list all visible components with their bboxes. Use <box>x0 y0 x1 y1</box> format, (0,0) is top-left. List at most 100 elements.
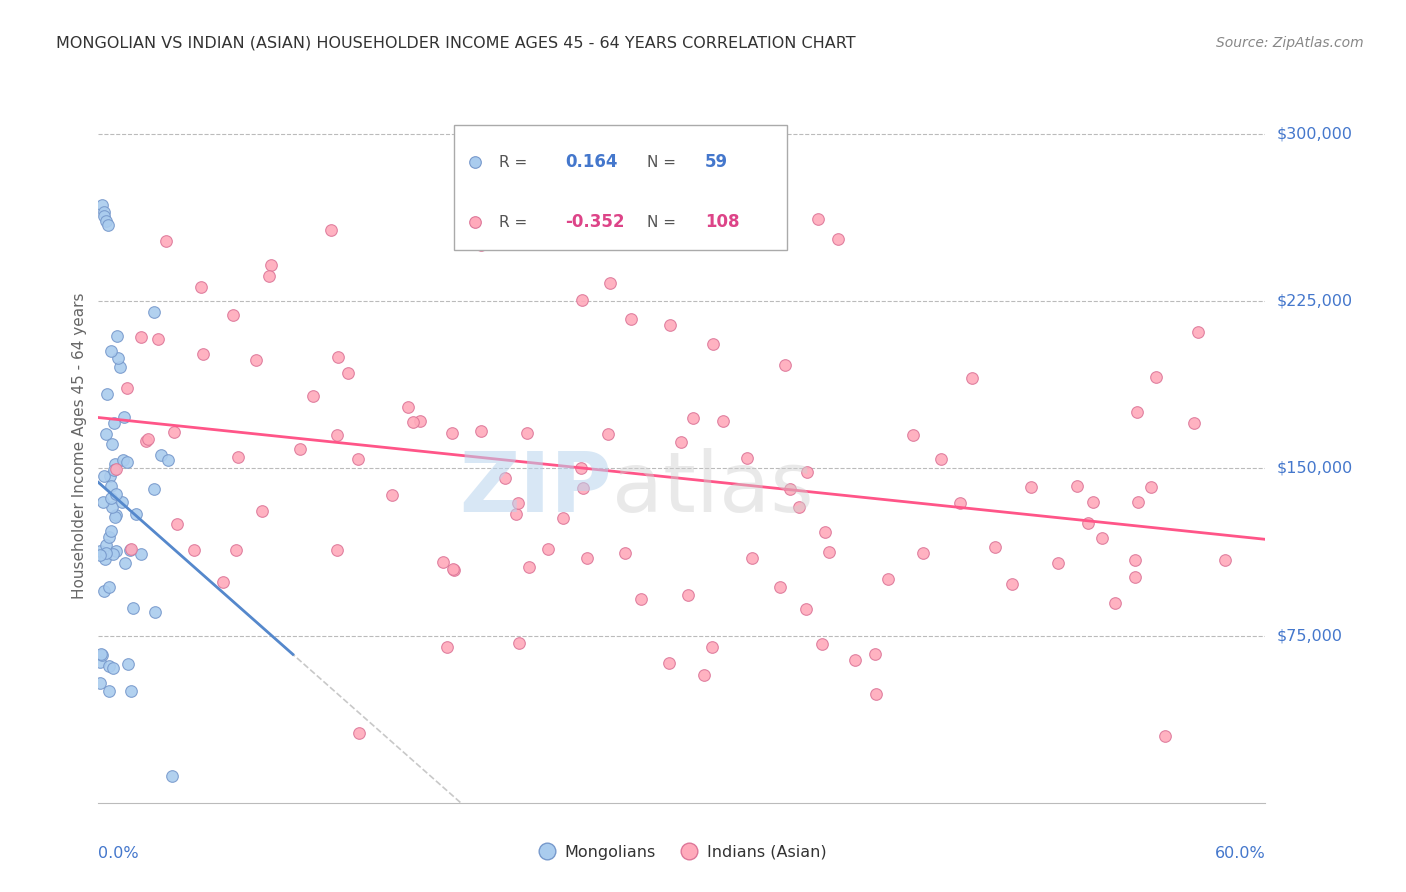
Point <box>658 656 681 670</box>
Point <box>432 556 454 570</box>
Point <box>104 486 127 500</box>
Point <box>596 426 619 441</box>
Point <box>470 237 492 252</box>
Point <box>1091 531 1114 545</box>
Point <box>984 541 1007 555</box>
Point <box>136 432 159 446</box>
Point <box>844 653 866 667</box>
Point <box>142 305 165 319</box>
Point <box>630 591 652 606</box>
Point <box>929 452 952 467</box>
Point <box>1077 516 1099 531</box>
Point <box>89 675 111 690</box>
Point <box>794 601 817 615</box>
Point <box>508 496 530 510</box>
Point <box>96 387 118 401</box>
Text: $300,000: $300,000 <box>1277 127 1353 141</box>
Point <box>569 460 592 475</box>
Point <box>1187 325 1209 339</box>
Point <box>105 329 128 343</box>
Text: $150,000: $150,000 <box>1277 461 1353 475</box>
Point <box>104 544 127 558</box>
Point <box>620 312 643 326</box>
Point <box>676 588 699 602</box>
Point <box>93 583 115 598</box>
Point <box>111 495 134 509</box>
Point <box>702 640 724 654</box>
Point <box>120 684 142 698</box>
Y-axis label: Householder Income Ages 45 - 64 years: Householder Income Ages 45 - 64 years <box>72 293 87 599</box>
Text: 108: 108 <box>706 213 740 231</box>
Point <box>157 452 180 467</box>
Point <box>112 452 135 467</box>
Point <box>735 450 758 465</box>
Point <box>682 411 704 425</box>
Point <box>98 469 121 483</box>
Point <box>1154 729 1177 743</box>
Point <box>912 546 935 560</box>
Point <box>769 580 792 594</box>
Point <box>104 509 127 524</box>
Point <box>599 277 621 291</box>
Point <box>100 524 122 539</box>
Point <box>112 409 135 424</box>
Point <box>865 687 887 701</box>
Point <box>103 463 125 477</box>
Point <box>89 544 111 558</box>
Point <box>1144 370 1167 384</box>
Point <box>100 491 122 506</box>
Point <box>711 414 734 428</box>
Point <box>93 469 115 483</box>
Point <box>93 209 115 223</box>
Point <box>949 496 972 510</box>
Point <box>288 442 311 457</box>
Point <box>117 382 139 396</box>
Point <box>347 726 370 740</box>
Point <box>94 546 117 560</box>
Point <box>101 661 124 675</box>
Point <box>1126 405 1149 419</box>
Point <box>614 546 637 560</box>
Point <box>960 371 983 385</box>
Point <box>101 548 124 562</box>
Point <box>901 428 924 442</box>
Point <box>97 218 120 232</box>
Point <box>516 426 538 441</box>
Point <box>402 415 425 429</box>
Text: -0.352: -0.352 <box>565 213 624 231</box>
Point <box>576 551 599 566</box>
Point <box>97 530 120 544</box>
Legend: Mongolians, Indians (Asian): Mongolians, Indians (Asian) <box>531 838 832 866</box>
Text: 59: 59 <box>706 153 728 171</box>
Point <box>1066 479 1088 493</box>
Point <box>163 425 186 440</box>
Point <box>606 200 628 214</box>
Point <box>143 605 166 619</box>
Point <box>129 547 152 561</box>
Point <box>117 455 139 469</box>
Text: MONGOLIAN VS INDIAN (ASIAN) HOUSEHOLDER INCOME AGES 45 - 64 YEARS CORRELATION CH: MONGOLIAN VS INDIAN (ASIAN) HOUSEHOLDER … <box>56 36 856 51</box>
Point <box>125 507 148 521</box>
Point <box>100 479 122 493</box>
Point <box>692 667 714 681</box>
Point <box>162 769 184 783</box>
Point <box>90 647 112 661</box>
Point <box>93 552 115 566</box>
Point <box>93 204 115 219</box>
Point <box>716 796 738 810</box>
Point <box>101 500 124 515</box>
Point <box>409 414 432 428</box>
Text: N =: N = <box>647 155 676 169</box>
Point <box>1083 495 1105 509</box>
Point <box>436 640 458 654</box>
Text: $225,000: $225,000 <box>1277 293 1353 309</box>
Point <box>508 636 530 650</box>
Point <box>326 350 349 364</box>
Text: $75,000: $75,000 <box>1277 628 1343 643</box>
Text: R =: R = <box>499 215 527 230</box>
Point <box>1182 416 1205 430</box>
Text: ZIP: ZIP <box>460 449 612 529</box>
Point <box>551 511 574 525</box>
Point <box>250 504 273 518</box>
Point <box>787 500 810 514</box>
